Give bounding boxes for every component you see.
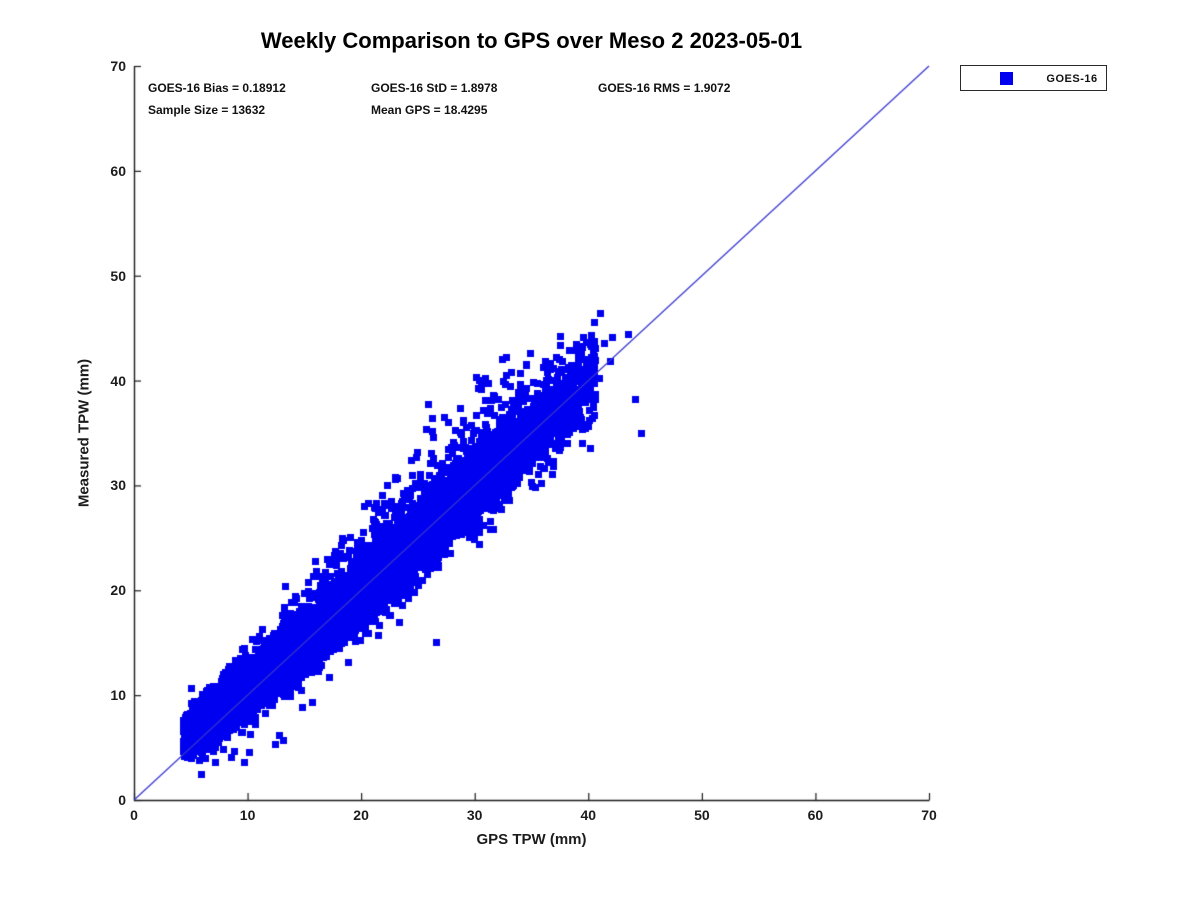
y-tick-label: 0 — [118, 792, 126, 808]
x-tick-label: 50 — [694, 807, 710, 823]
legend-label: GOES-16 — [1046, 73, 1098, 85]
x-tick-label: 30 — [466, 807, 483, 823]
x-tick-label: 10 — [239, 807, 256, 823]
legend-square-marker-icon — [1000, 72, 1013, 85]
x-tick-label: 70 — [921, 807, 937, 823]
x-axis-label: GPS TPW (mm) — [476, 831, 587, 848]
x-tick-label: 0 — [130, 807, 138, 823]
y-tick-label: 20 — [110, 582, 126, 599]
y-tick-label: 10 — [110, 687, 126, 704]
y-axis-label: Measured TPW (mm) — [75, 358, 93, 508]
y-tick-label: 70 — [110, 58, 126, 74]
y-tick-label: 30 — [110, 477, 126, 494]
x-tick-label: 60 — [807, 807, 824, 823]
x-tick-label: 20 — [353, 807, 369, 823]
legend-box: GOES-16 — [960, 65, 1107, 91]
y-tick-label: 50 — [110, 267, 126, 284]
y-tick-label: 60 — [110, 162, 126, 179]
x-tick-label: 40 — [580, 807, 597, 823]
y-tick-label: 40 — [110, 372, 126, 389]
